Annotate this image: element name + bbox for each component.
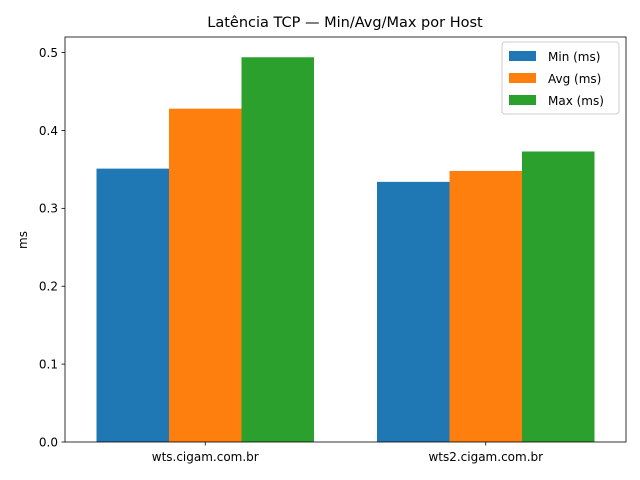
bar-avg-1 (449, 170, 522, 442)
y-tick-label: 0.2 (39, 280, 58, 294)
y-tick-label: 0.3 (39, 202, 58, 216)
y-axis: 0.0 0.1 0.2 0.3 0.4 0.5 (39, 46, 65, 449)
x-tick-label: wts.cigam.com.br (152, 450, 259, 464)
legend-swatch (509, 51, 536, 61)
chart-title: Latência TCP — Min/Avg/Max por Host (207, 15, 483, 31)
legend-label: Max (ms) (548, 94, 604, 108)
legend-label: Avg (ms) (548, 72, 601, 86)
plot-area (64, 36, 627, 443)
bar-max-1 (522, 151, 595, 442)
legend-swatch (509, 95, 536, 105)
y-tick-label: 0.4 (39, 124, 58, 138)
bar-max-0 (241, 57, 314, 442)
y-axis-label: ms (16, 231, 30, 249)
plot-frame (64, 36, 627, 443)
x-axis: wts.cigam.com.br wts2.cigam.com.br (152, 442, 543, 464)
y-tick-label: 0.1 (39, 357, 58, 371)
x-tick-label: wts2.cigam.com.br (428, 450, 543, 464)
bar-min-0 (96, 168, 169, 442)
legend: Min (ms) Avg (ms) Max (ms) (501, 41, 620, 115)
y-tick-label: 0.0 (39, 435, 58, 449)
y-tick-label: 0.5 (39, 46, 58, 60)
bar-min-1 (377, 181, 450, 442)
legend-label: Min (ms) (548, 50, 600, 64)
legend-swatch (509, 73, 536, 83)
bar-avg-0 (169, 108, 242, 443)
